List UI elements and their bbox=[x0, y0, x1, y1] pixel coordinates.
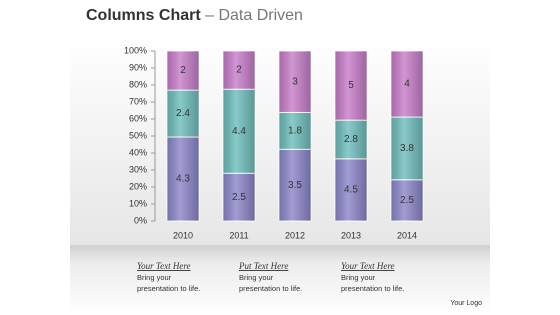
bar-shade bbox=[335, 158, 367, 221]
footer-band bbox=[70, 245, 490, 315]
footer-text: Bring your bbox=[341, 273, 376, 282]
chart-title: Columns Chart – Data Driven bbox=[86, 7, 303, 24]
bar-shade bbox=[391, 51, 423, 118]
title-main: Columns Chart bbox=[86, 7, 201, 24]
bar-shade bbox=[223, 173, 255, 221]
y-tick-label: 0% bbox=[134, 215, 147, 225]
title-sub: – Data Driven bbox=[205, 7, 303, 24]
footer-text: presentation to life. bbox=[137, 284, 200, 293]
y-tick-label: 60% bbox=[129, 113, 147, 123]
footer-heading: Put Text Here bbox=[238, 261, 288, 271]
bar-shade bbox=[279, 51, 311, 113]
x-tick-label: 2013 bbox=[341, 230, 361, 240]
y-tick-label: 50% bbox=[129, 130, 147, 140]
logo: Your Logo bbox=[450, 300, 482, 307]
y-tick-label: 10% bbox=[129, 198, 147, 208]
y-tick-label: 30% bbox=[129, 164, 147, 174]
bar-shade bbox=[167, 136, 199, 221]
footer: Your Text Here Bring your presentation to … bbox=[137, 261, 404, 293]
bar-shade bbox=[391, 179, 423, 221]
data-label: 2.5 bbox=[232, 192, 246, 203]
y-tick-label: 70% bbox=[129, 96, 147, 106]
bar-shade bbox=[167, 51, 199, 91]
bar-shade bbox=[335, 51, 367, 121]
y-tick-label: 40% bbox=[129, 147, 147, 157]
bar-shade bbox=[223, 89, 255, 174]
footer-text: Bring your bbox=[137, 273, 172, 282]
bar-shade bbox=[335, 120, 367, 159]
y-tick-label: 100% bbox=[124, 45, 147, 55]
data-label: 5 bbox=[348, 80, 354, 91]
data-label: 4.4 bbox=[232, 126, 246, 137]
data-label: 2.5 bbox=[400, 195, 414, 206]
data-label: 2 bbox=[180, 65, 186, 76]
data-label: 3 bbox=[292, 76, 298, 87]
data-label: 1.8 bbox=[288, 126, 302, 137]
footer-heading: Your Text Here bbox=[137, 261, 191, 271]
x-tick-label: 2014 bbox=[397, 230, 417, 240]
bar-shade bbox=[223, 51, 255, 90]
data-label: 4 bbox=[404, 79, 410, 90]
footer-heading: Your Text Here bbox=[341, 261, 395, 271]
y-tick-label: 20% bbox=[129, 181, 147, 191]
x-tick-label: 2011 bbox=[229, 230, 248, 240]
data-label: 4.5 bbox=[344, 185, 358, 196]
x-tick-label: 2012 bbox=[285, 230, 305, 240]
y-tick-label: 90% bbox=[129, 62, 147, 72]
data-label: 2 bbox=[236, 65, 242, 76]
footer-text: presentation to life. bbox=[341, 284, 404, 293]
footer-text: presentation to life. bbox=[239, 284, 302, 293]
bar-shade bbox=[391, 117, 423, 180]
data-label: 2.4 bbox=[176, 108, 190, 119]
bar-shade bbox=[279, 149, 311, 221]
data-label: 3.8 bbox=[400, 143, 414, 154]
bar-shade bbox=[279, 112, 311, 150]
data-label: 4.3 bbox=[176, 174, 190, 185]
data-label: 3.5 bbox=[288, 180, 302, 191]
x-tick-label: 2010 bbox=[173, 230, 193, 240]
footer-text: Bring your bbox=[239, 273, 274, 282]
y-tick-label: 80% bbox=[129, 79, 147, 89]
data-label: 2.8 bbox=[344, 134, 358, 145]
bar-shade bbox=[167, 90, 199, 137]
